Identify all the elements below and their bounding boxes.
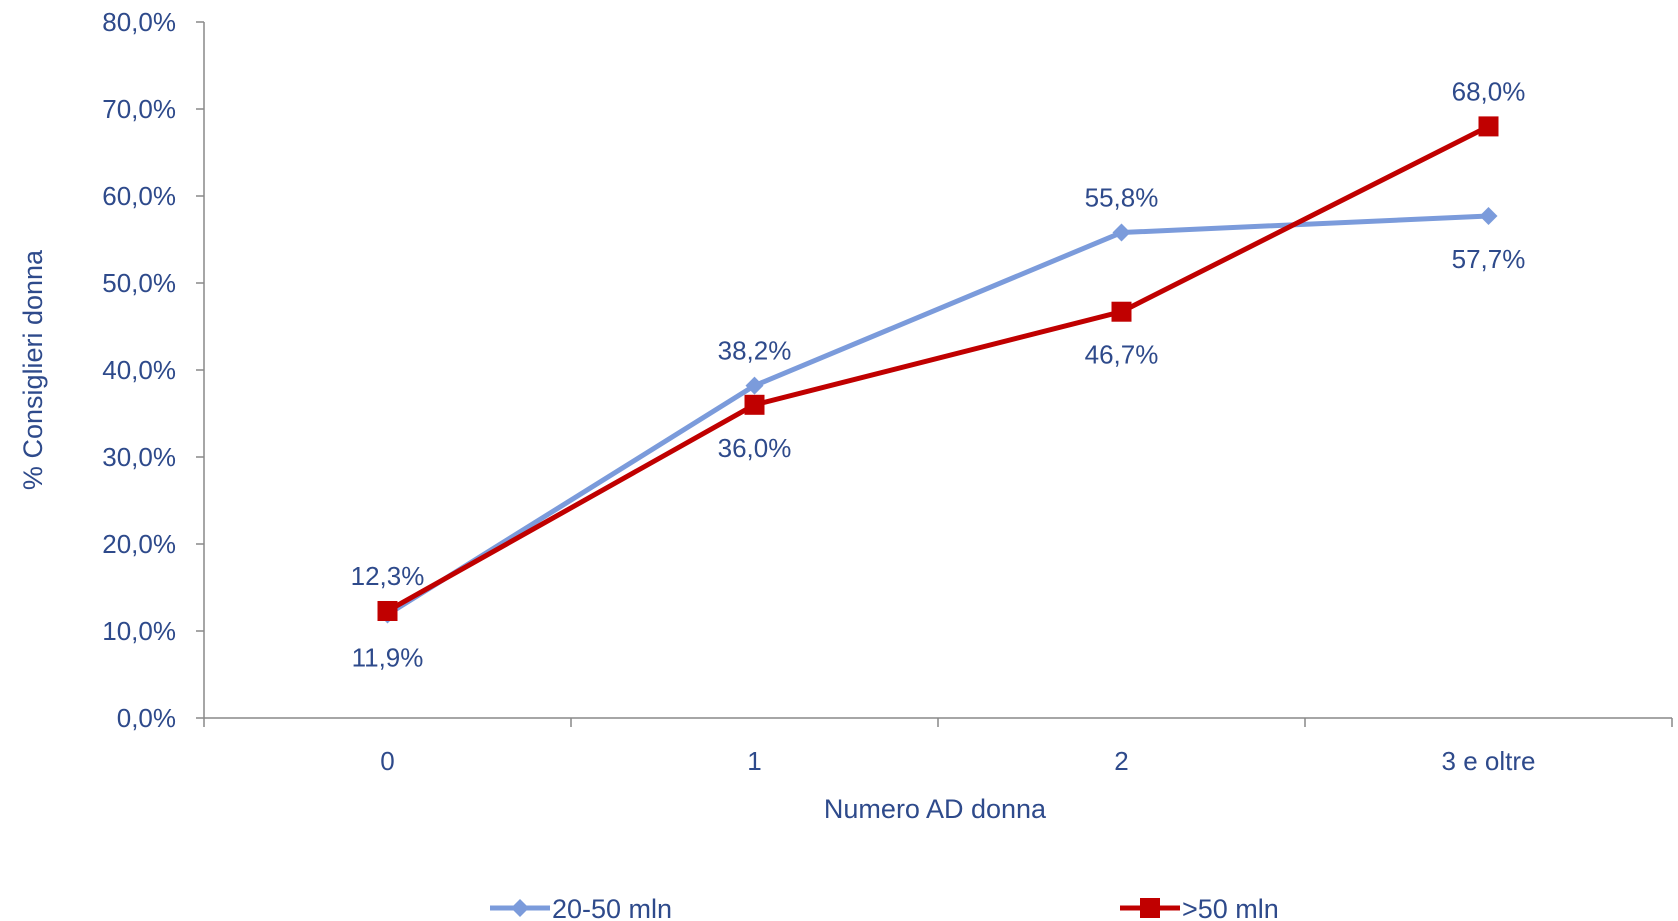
x-tick-label: 0 [380,746,394,776]
data-label-series-2: 36,0% [718,433,792,463]
series-2-point [1111,301,1132,322]
y-tick-label: 80,0% [102,7,176,37]
y-tick-label: 70,0% [102,94,176,124]
data-label-series-1: 38,2% [718,336,792,366]
x-tick-label: 2 [1114,746,1128,776]
series-1-point [1479,207,1498,226]
data-label-series-2: 12,3% [351,561,425,591]
data-labels-layer: 11,9% 12,3% 38,2% 36,0% 55,8% 46,7% 57,7% 68,0% [351,76,1526,672]
y-tick-label: 40,0% [102,355,176,385]
legend-marker-diamond [511,899,529,917]
y-tick-label: 10,0% [102,616,176,646]
data-label-series-1: 57,7% [1452,244,1526,274]
y-tick-label: 30,0% [102,442,176,472]
legend-label: >50 mln [1182,894,1279,921]
y-tick-label: 60,0% [102,181,176,211]
series-2-point [1478,116,1499,137]
series-1-point [1112,223,1131,242]
data-label-series-2: 68,0% [1452,76,1526,106]
y-tick-label: 0,0% [117,703,176,733]
series-line-1 [386,213,1489,617]
series-1-point [745,376,764,395]
legend-marker-square [1140,898,1160,918]
chart-axes [203,22,1672,719]
series-2-point [377,600,398,621]
y-axis-title: % Consiglieri donna [18,249,48,490]
legend-label: 20-50 mln [552,894,672,921]
data-label-series-1: 55,8% [1085,183,1159,213]
x-axis-title: Numero AD donna [824,794,1047,824]
y-tick-label: 20,0% [102,529,176,559]
legend: 20-50 mln >50 mln [490,894,1279,921]
data-label-series-1: 11,9% [352,642,424,672]
series-layer [377,116,1499,624]
y-axis-ticks: 0,0% 10,0% 20,0% 30,0% 40,0% 50,0% 60,0% 70,0% 8… [102,7,204,733]
data-label-series-2: 46,7% [1085,340,1159,370]
x-tick-label: 1 [747,746,761,776]
x-tick-label: 3 e oltre [1442,746,1536,776]
series-2-point [744,394,765,415]
x-axis-ticks: 0 1 2 3 e oltre [203,718,1673,776]
series-line-2 [386,124,1490,614]
y-tick-label: 50,0% [102,268,176,298]
